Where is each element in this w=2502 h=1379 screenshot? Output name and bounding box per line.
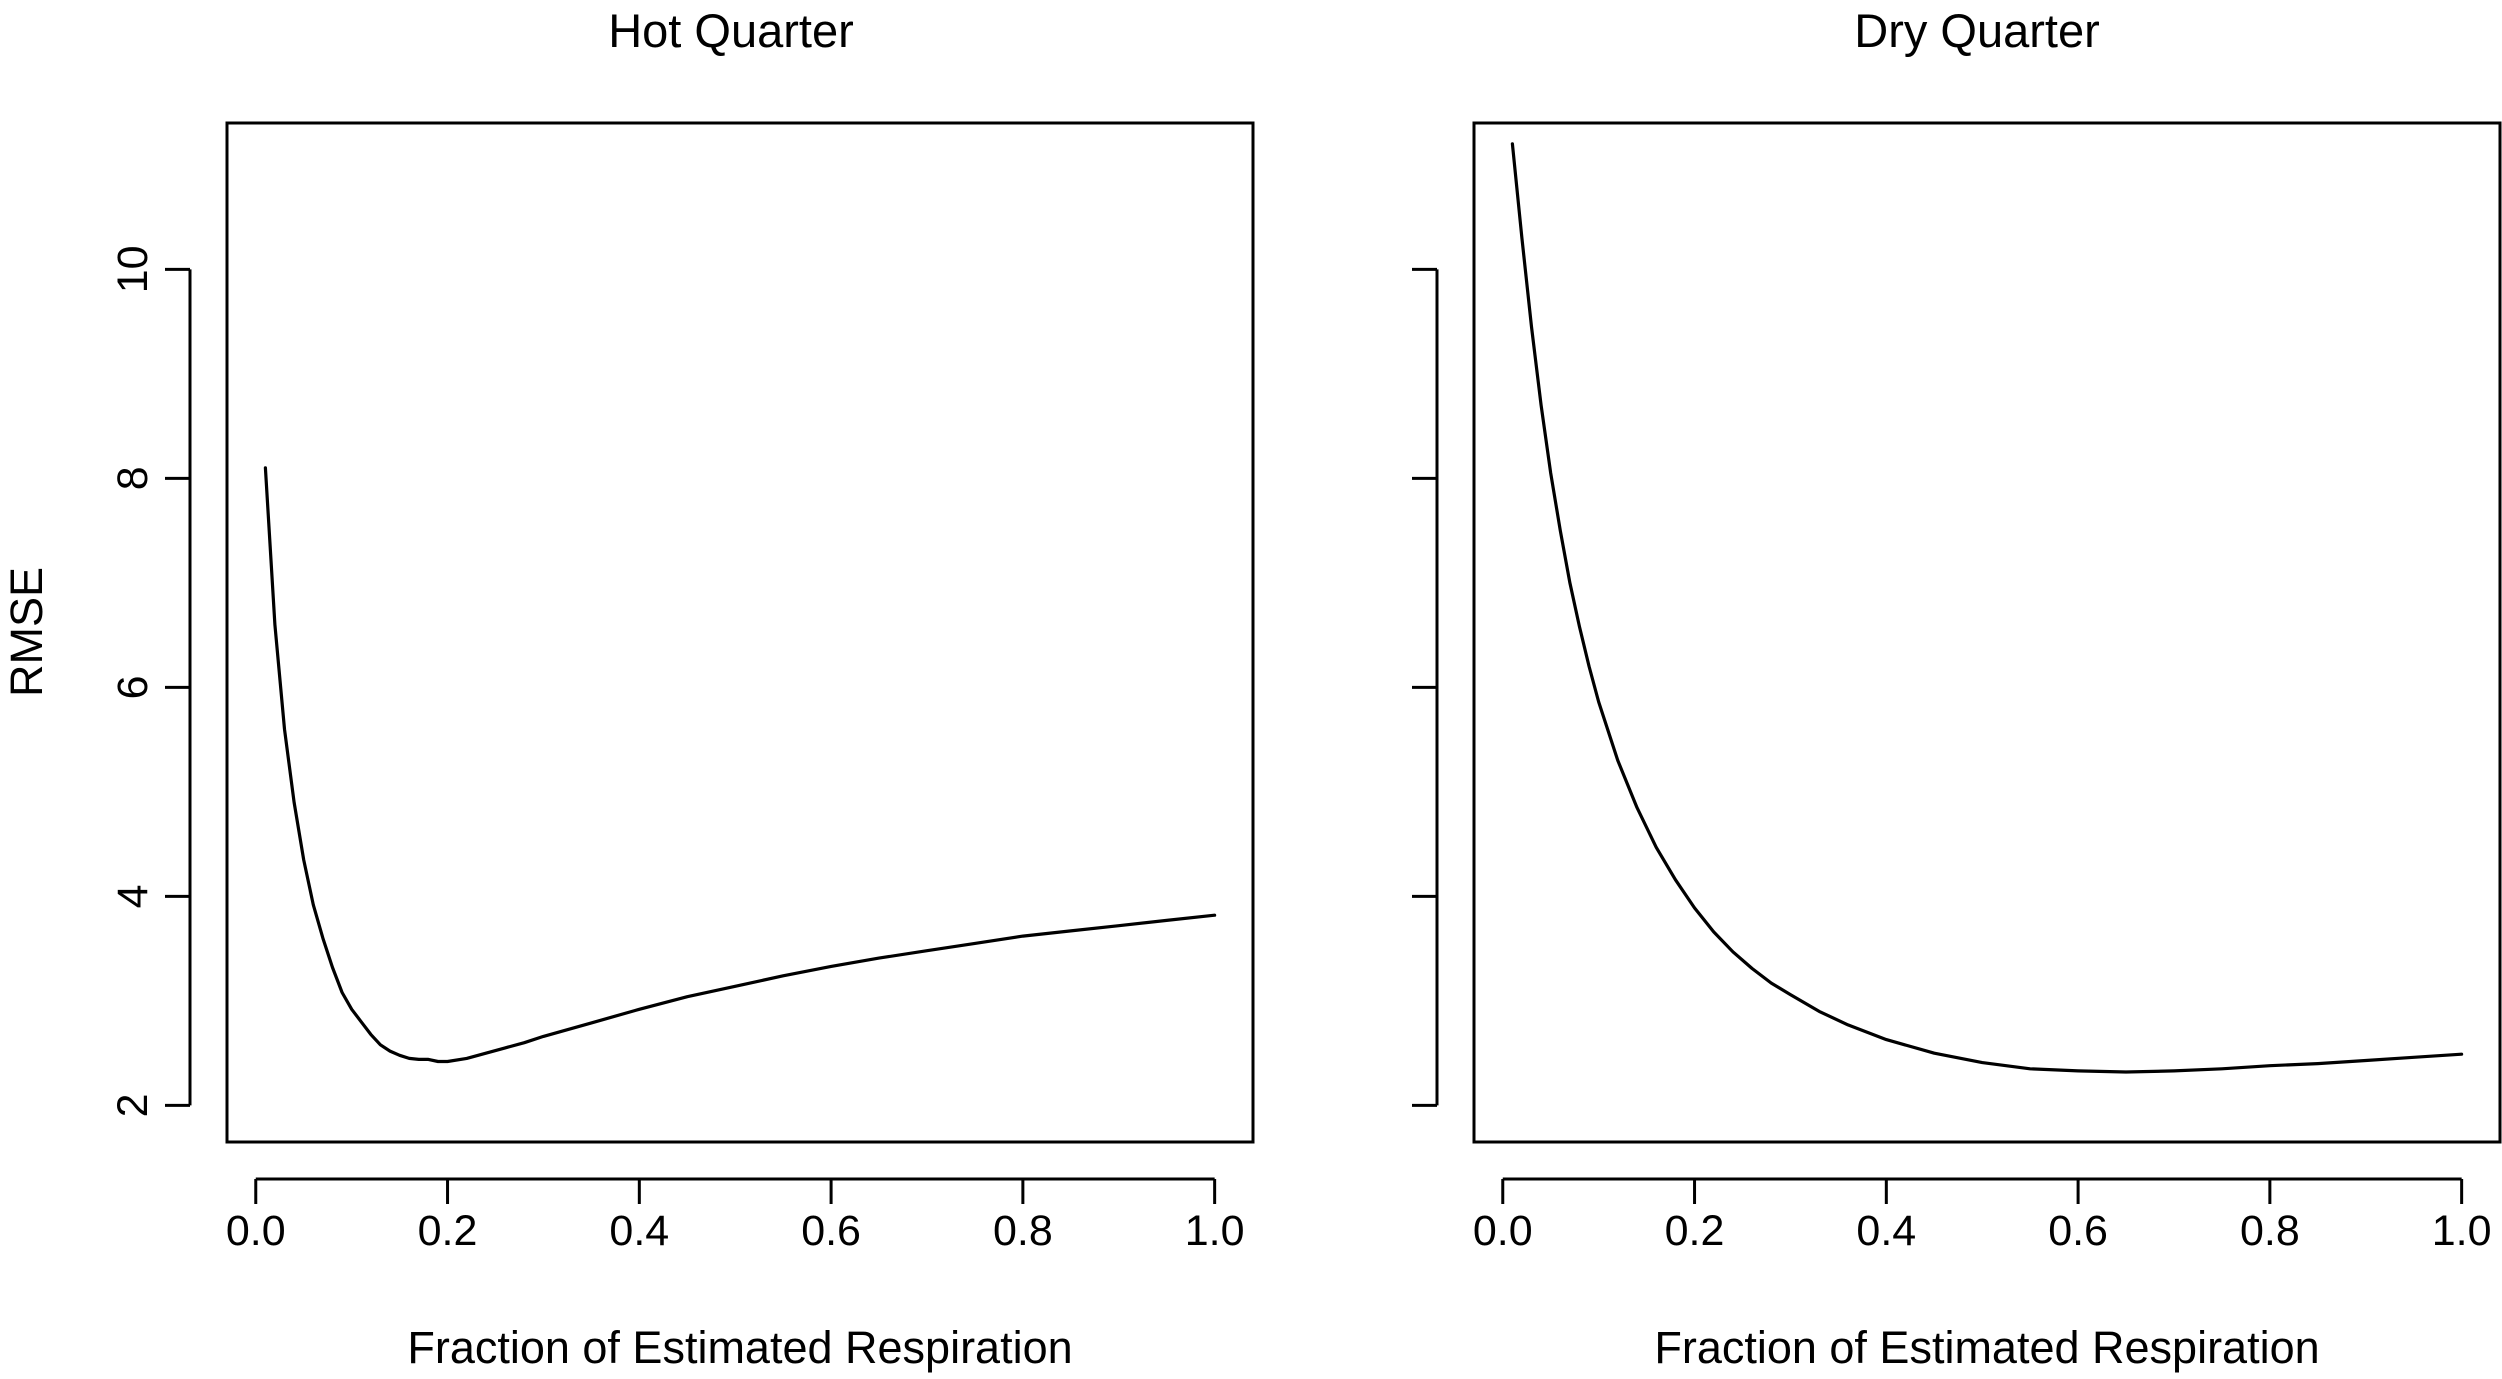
hot-quarter-x-axis-label: Fraction of Estimated Respiration xyxy=(407,1322,1072,1373)
dry-quarter-rmse-line xyxy=(1510,142,2464,1074)
dry-quarter-title: Dry Quarter xyxy=(1854,4,2100,57)
hot-quarter-title: Hot Quarter xyxy=(608,4,854,57)
hot-quarter-y-tick-label: 10 xyxy=(109,245,157,293)
dry-quarter-series xyxy=(1510,142,2464,1074)
hot-quarter-panel: Hot Quarter 0.0 0.2 0.4 0.6 0.8 1.0 2 4 6 8 10 Fr… xyxy=(1,4,1255,1373)
hot-quarter-x-tick-label: 0.2 xyxy=(418,1207,478,1255)
dry-quarter-x-tick-label: 0.2 xyxy=(1665,1207,1725,1255)
dry-quarter-panel: Dry Quarter 0.0 0.2 0.4 0.6 0.8 1.0 Fraction … xyxy=(1412,4,2502,1373)
dry-quarter-x-tick-label: 0.6 xyxy=(2048,1207,2108,1255)
hot-quarter-x-tick-label: 0.6 xyxy=(801,1207,861,1255)
dry-quarter-x-axis-label: Fraction of Estimated Respiration xyxy=(1654,1322,2319,1373)
dry-quarter-x-tick-label: 1.0 xyxy=(2432,1207,2492,1255)
hot-quarter-y-tick-label: 8 xyxy=(109,466,157,490)
hot-quarter-y-axis: 2 4 6 8 10 xyxy=(109,245,192,1117)
hot-quarter-y-tick-label: 6 xyxy=(109,675,157,699)
hot-quarter-x-axis: 0.0 0.2 0.4 0.6 0.8 1.0 xyxy=(226,1177,1245,1255)
dry-quarter-plot-frame xyxy=(1472,121,2502,1144)
hot-quarter-series xyxy=(263,466,1217,1064)
y-axis-label: RMSE xyxy=(1,567,52,697)
hot-quarter-y-tick-label: 2 xyxy=(109,1093,157,1117)
hot-quarter-x-tick-label: 0.4 xyxy=(609,1207,669,1255)
hot-quarter-rmse-line xyxy=(263,466,1217,1064)
dry-quarter-x-tick-label: 0.8 xyxy=(2240,1207,2300,1255)
hot-quarter-x-tick-label: 0.0 xyxy=(226,1207,286,1255)
dry-quarter-x-axis: 0.0 0.2 0.4 0.6 0.8 1.0 xyxy=(1473,1177,2492,1255)
hot-quarter-y-tick-label: 4 xyxy=(109,884,157,908)
hot-quarter-plot-frame xyxy=(225,121,1255,1144)
hot-quarter-x-tick-label: 1.0 xyxy=(1185,1207,1245,1255)
hot-quarter-x-tick-label: 0.8 xyxy=(993,1207,1053,1255)
dry-quarter-x-tick-label: 0.0 xyxy=(1473,1207,1533,1255)
dry-quarter-x-tick-label: 0.4 xyxy=(1856,1207,1916,1255)
dry-quarter-y-axis xyxy=(1412,267,1439,1107)
